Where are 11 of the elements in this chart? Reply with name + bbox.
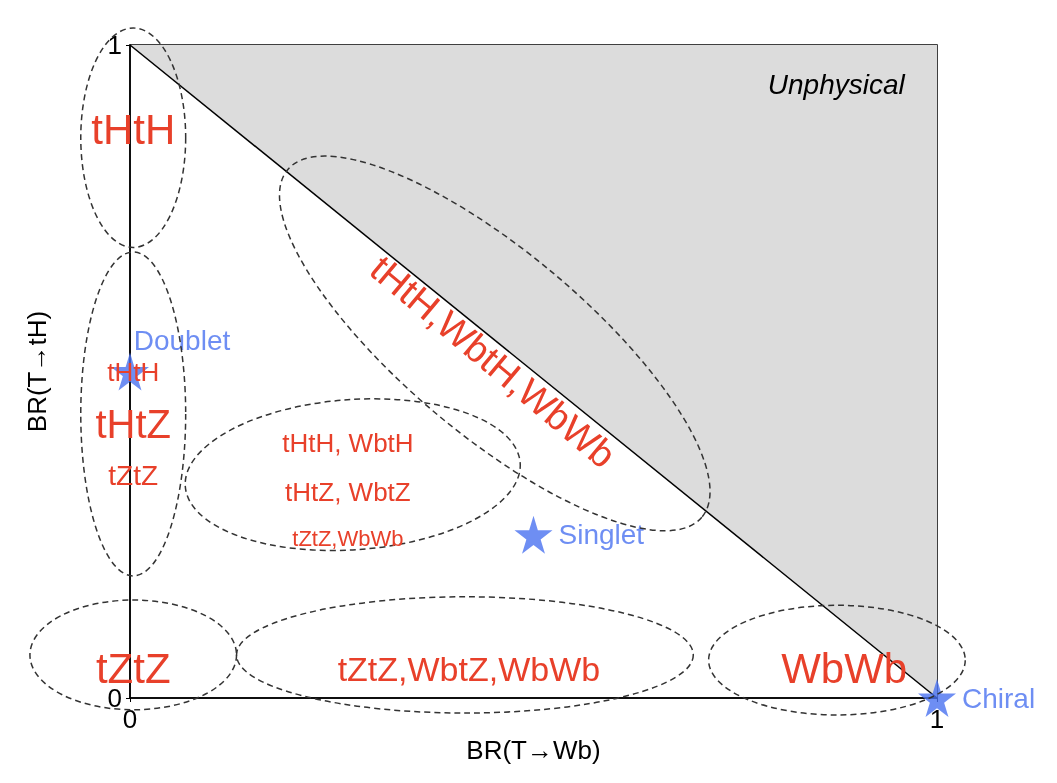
series-label: Doublet [133,325,231,356]
annotation: tZtZ,WbtZ,WbWb [337,649,601,688]
annotation: Unphysical [767,68,906,100]
annotation: tHtZ, WbtZ [285,477,411,508]
annotation: tZtZ,WbWb [292,525,404,551]
annotation: WbWb [781,645,908,693]
point [514,515,553,554]
series-label: Chiral [962,682,1036,714]
x-axis-title: BR(T→Wb) [466,734,601,765]
series-label: Singlet [558,519,645,551]
y-axis-title: BR(T→tH) [22,310,52,433]
